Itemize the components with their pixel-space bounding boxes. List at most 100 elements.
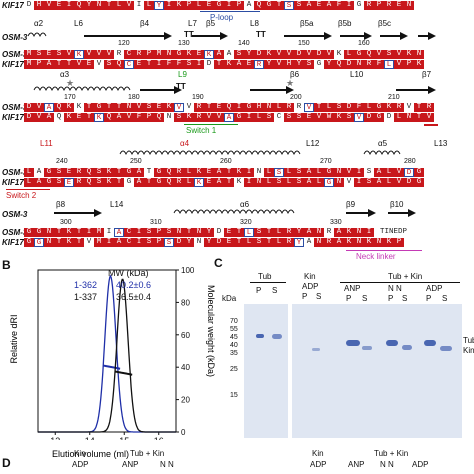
residue: K bbox=[74, 103, 84, 112]
residue: E bbox=[194, 50, 204, 59]
gel-band bbox=[402, 345, 412, 350]
residue: I bbox=[164, 1, 174, 10]
series1-label: 1-362 bbox=[74, 280, 98, 290]
marker-15: 15 bbox=[230, 392, 238, 399]
row-label: KIF17 bbox=[2, 178, 24, 187]
residue: S bbox=[234, 50, 244, 59]
residue: V bbox=[124, 1, 134, 10]
residue: Y bbox=[154, 1, 164, 10]
d-nn: N N bbox=[160, 460, 174, 469]
residue: N bbox=[44, 228, 54, 237]
residue: N bbox=[334, 168, 344, 177]
residue: E bbox=[84, 60, 94, 69]
residue: T bbox=[74, 228, 84, 237]
residue: S bbox=[104, 60, 114, 69]
residue-number: 150 bbox=[298, 40, 310, 47]
residue: P bbox=[234, 1, 244, 10]
residue: L bbox=[344, 50, 354, 59]
residue: K bbox=[204, 50, 214, 59]
residue: Q bbox=[104, 113, 114, 122]
residue: A bbox=[114, 113, 124, 122]
residue: L bbox=[254, 113, 264, 122]
residue: A bbox=[304, 168, 314, 177]
gel-band bbox=[440, 346, 452, 351]
residue: I bbox=[64, 1, 74, 10]
d-kin: Kin bbox=[74, 449, 86, 458]
sec-mals-chart: 13 14 15 16 0 20 40 60 80 100 bbox=[37, 266, 195, 440]
marker-45: 45 bbox=[230, 334, 238, 341]
residue: A bbox=[114, 228, 124, 237]
residue: K bbox=[344, 228, 354, 237]
residue: S bbox=[284, 1, 294, 10]
x-tick-label: 13 bbox=[50, 436, 60, 440]
switch2-bar bbox=[6, 189, 50, 190]
ss-L9: L9 bbox=[178, 70, 187, 79]
seq-tail: TINEDP bbox=[380, 228, 408, 236]
residue: T bbox=[414, 113, 424, 122]
residue: M bbox=[94, 238, 104, 247]
residue: M bbox=[94, 228, 104, 237]
residue: R bbox=[424, 103, 434, 112]
residue: T bbox=[54, 238, 64, 247]
residue: V bbox=[374, 50, 384, 59]
marker-35: 35 bbox=[230, 350, 238, 357]
ss-beta10: β10 bbox=[390, 200, 404, 209]
ss-beta5b: β5b bbox=[338, 19, 352, 28]
residue: S bbox=[54, 50, 64, 59]
tubkin-bracket bbox=[340, 282, 460, 283]
marker-40: 40 bbox=[230, 342, 238, 349]
d-nn-2: N N bbox=[380, 460, 394, 469]
residue: V bbox=[284, 50, 294, 59]
residue: R bbox=[284, 103, 294, 112]
series-1-337-dri bbox=[38, 278, 176, 433]
secondary-structure-4 bbox=[54, 209, 416, 217]
residue: R bbox=[74, 178, 84, 187]
residue: V bbox=[124, 113, 134, 122]
residue: Q bbox=[84, 168, 94, 177]
residue: S bbox=[284, 113, 294, 122]
residue: T bbox=[144, 178, 154, 187]
residue: T bbox=[104, 103, 114, 112]
residue-number: 170 bbox=[64, 94, 76, 101]
kin-group-label: Kin bbox=[304, 272, 316, 281]
residue: D bbox=[24, 113, 34, 122]
series-1-362-mw bbox=[102, 364, 121, 370]
residue: S bbox=[274, 178, 284, 187]
residue: E bbox=[224, 228, 234, 237]
residue: A bbox=[214, 168, 224, 177]
residue: E bbox=[204, 1, 214, 10]
residue: L bbox=[284, 178, 294, 187]
residue: V bbox=[44, 1, 54, 10]
gel-kin-tubkin bbox=[292, 304, 462, 438]
residue: E bbox=[204, 178, 214, 187]
residue: V bbox=[94, 50, 104, 59]
residue: D bbox=[174, 238, 184, 247]
residue: G bbox=[34, 228, 44, 237]
residue: K bbox=[184, 113, 194, 122]
residue: N bbox=[404, 1, 414, 10]
x-tick-label: 14 bbox=[85, 436, 95, 440]
residue: S bbox=[164, 228, 174, 237]
gel-band bbox=[424, 340, 436, 346]
residue: E bbox=[64, 168, 74, 177]
residue: R bbox=[284, 228, 294, 237]
residue: R bbox=[364, 1, 374, 10]
residue: L bbox=[364, 103, 374, 112]
residue: Y bbox=[294, 228, 304, 237]
residue: V bbox=[394, 60, 404, 69]
residue: R bbox=[174, 178, 184, 187]
ss-L6: L6 bbox=[74, 19, 83, 28]
nuc-adp: ADP bbox=[426, 284, 443, 293]
residue: S bbox=[144, 228, 154, 237]
residue: S bbox=[144, 103, 154, 112]
residue: K bbox=[184, 50, 194, 59]
kin-lane-P: P bbox=[302, 292, 308, 301]
residue: T bbox=[84, 103, 94, 112]
residue: K bbox=[64, 103, 74, 112]
series1-mw: 40.2±0.6 bbox=[116, 280, 151, 290]
residue: Q bbox=[164, 178, 174, 187]
residue: I bbox=[134, 1, 144, 10]
nuc-anp: ANP bbox=[344, 284, 361, 293]
ss-alpha2: α2 bbox=[34, 19, 44, 28]
